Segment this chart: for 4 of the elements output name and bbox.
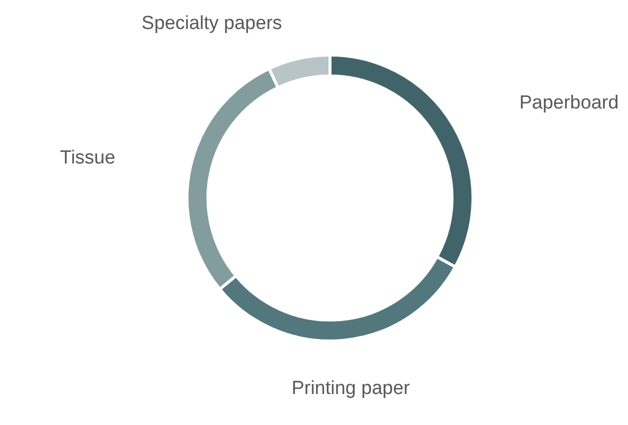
slice-label: Printing paper [292,378,411,400]
slice-label: Tissue [60,148,116,169]
slice-label: Specialty papers [142,13,282,34]
slice-label: Paperboard [519,92,619,114]
